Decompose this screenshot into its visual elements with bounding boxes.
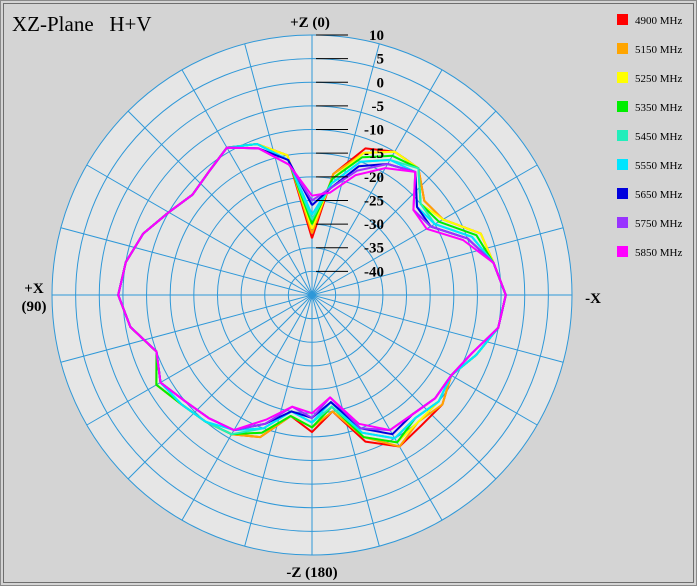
legend-label: 5650 MHz [635, 189, 682, 201]
legend-swatch [617, 14, 628, 25]
legend-label: 4900 MHz [635, 15, 682, 27]
series-layer [117, 143, 507, 448]
grid-spoke [60, 294, 313, 363]
legend-label: 5750 MHz [635, 218, 682, 230]
legend: 4900 MHz 5150 MHz 5250 MHz 5350 MHz 5450 MHz… [617, 14, 682, 259]
tick-label: -25 [364, 193, 384, 209]
grid-spoke [127, 110, 313, 296]
grid-spoke [311, 227, 564, 296]
grid-spoke [311, 110, 497, 296]
polar-grid [51, 34, 573, 556]
chart-panel: 10 5 0 -5 -10 -15 -20 -25 -30 -35 -40 XZ-Plane H+V… [3, 3, 694, 583]
grid-spoke [311, 294, 497, 480]
legend-swatch [617, 246, 628, 257]
legend-label: 5250 MHz [635, 73, 682, 85]
grid-spoke [311, 164, 538, 296]
legend-swatch [617, 159, 628, 170]
direction-label-bottom: -Z (180) [286, 565, 337, 581]
grid-spoke [311, 294, 538, 426]
legend-swatch [617, 101, 628, 112]
tick-label: 5 [377, 52, 385, 68]
tick-label: -30 [364, 217, 384, 233]
radial-tick-labels: 10 5 0 -5 -10 -15 -20 -25 -30 -35 -40 [316, 28, 384, 280]
direction-label-left-sub: (90) [22, 299, 47, 315]
legend-label: 5850 MHz [635, 247, 682, 259]
tick-label: -5 [372, 99, 385, 115]
grid-spoke [181, 294, 313, 521]
tick-label: 10 [369, 28, 384, 44]
grid-spoke [60, 227, 313, 296]
legend-swatch [617, 217, 628, 228]
legend-swatch [617, 130, 628, 141]
polar-chart: 10 5 0 -5 -10 -15 -20 -25 -30 -35 -40 XZ-Plane H+V… [12, 12, 682, 581]
grid-spoke [181, 69, 313, 296]
grid-spoke [127, 294, 313, 480]
tick-label: -10 [364, 123, 384, 139]
direction-label-top: +Z (0) [290, 15, 330, 31]
grid-spoke [311, 69, 443, 296]
tick-label: -15 [364, 146, 384, 162]
legend-label: 5450 MHz [635, 131, 682, 143]
grid-spoke [86, 294, 313, 426]
legend-swatch [617, 43, 628, 54]
tick-label: -20 [364, 170, 384, 186]
legend-label: 5350 MHz [635, 102, 682, 114]
grid-spoke [311, 294, 564, 363]
series-line [117, 146, 507, 432]
legend-swatch [617, 188, 628, 199]
direction-label-right: -X [585, 291, 601, 307]
chart-title: XZ-Plane H+V [12, 12, 152, 36]
grid-spoke [244, 294, 313, 547]
direction-label-left: +X [24, 281, 44, 297]
tick-label: -35 [364, 241, 384, 257]
tick-label: -40 [364, 264, 384, 280]
grid-spoke [244, 43, 313, 296]
grid-spoke [311, 294, 443, 521]
tick-label: 0 [377, 75, 385, 91]
legend-label: 5150 MHz [635, 44, 682, 56]
legend-swatch [617, 72, 628, 83]
grid-spoke [86, 164, 313, 296]
legend-label: 5550 MHz [635, 160, 682, 172]
